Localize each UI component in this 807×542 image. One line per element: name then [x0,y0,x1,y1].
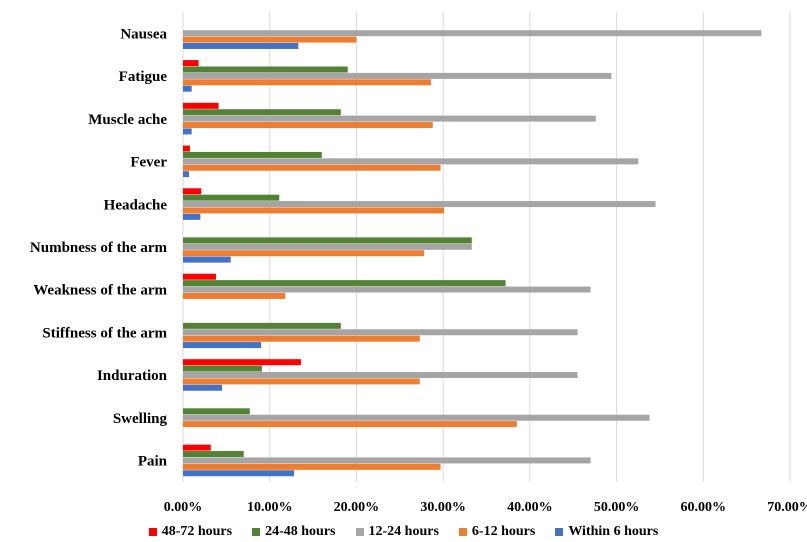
bar-6-12-hours [183,378,420,385]
bar-48-72-hours [183,145,190,152]
category-labels: Nausea Fatigue Muscle ache Fever Headache Num… [30,26,168,469]
bar-6-12-hours [183,463,441,470]
bar-6-12-hours [183,122,433,129]
category-label: Weakness of the arm [33,283,167,299]
bar-6-12-hours [183,207,445,214]
bar-12-24-hours [183,286,591,293]
legend-label: 24-48 hours [265,524,336,539]
bar-6-12-hours [183,250,425,257]
bar-6-12-hours [183,79,432,86]
bars [183,30,762,477]
bar-within-6-hours [183,171,190,178]
bar-12-24-hours [183,457,591,464]
x-tick-label: 10.00% [247,500,293,515]
legend-item: 48-72 hours [148,524,233,540]
legend-label: Within 6 hours [568,524,659,539]
legend-swatch [555,528,564,536]
bar-24-48-hours [183,280,506,287]
bar-12-24-hours [183,371,578,378]
legend-swatch [252,528,261,536]
bar-chart: Nausea Fatigue Muscle ache Fever Headache Num… [30,12,807,515]
category-label: Headache [104,197,168,213]
bar-48-72-hours [183,359,301,366]
bar-24-48-hours [183,237,472,244]
category-label: Pain [138,454,168,470]
legend-item: 12-24 hours [355,524,439,540]
category-label: Stiffness of the arm [42,325,167,341]
category-label: Induration [97,368,168,384]
category-label: Fatigue [119,69,168,85]
legend-item: 24-48 hours [252,524,336,540]
bar-12-24-hours [183,201,656,208]
bar-24-48-hours [183,109,341,116]
bar-within-6-hours [183,128,192,135]
bar-6-12-hours [183,421,517,428]
bar-12-24-hours [183,243,472,250]
bar-within-6-hours [183,256,231,263]
x-tick-label: 60.00% [681,500,727,515]
bar-6-12-hours [183,292,286,299]
bar-within-6-hours [183,342,262,349]
bar-12-24-hours [183,329,578,336]
bar-within-6-hours [183,213,201,220]
category-label: Fever [130,155,167,171]
legend-item: Within 6 hours [555,524,658,540]
bar-12-24-hours [183,158,639,165]
x-tick-labels: 0.00% 10.00% 20.00% 30.00% 40.00% 50.00% 60.00… [164,500,807,515]
bar-48-72-hours [183,188,202,195]
x-tick-label: 50.00% [594,500,640,515]
category-label: Numbness of the arm [30,240,168,256]
bar-6-12-hours [183,36,357,43]
legend-label: 6-12 hours [471,524,536,539]
bar-within-6-hours [183,85,192,92]
category-label: Muscle ache [88,112,167,128]
bar-24-48-hours [183,365,262,372]
bar-12-24-hours [183,72,612,79]
bar-12-24-hours [183,30,762,37]
bar-48-72-hours [183,60,199,67]
category-label: Swelling [113,411,168,427]
bar-24-48-hours [183,194,280,201]
bar-24-48-hours [183,322,341,329]
bar-24-48-hours [183,66,348,73]
x-tick-label: 70.00% [767,500,807,515]
legend-swatch [148,528,157,536]
bar-48-72-hours [183,444,211,451]
bar-12-24-hours [183,414,650,421]
bar-within-6-hours [183,470,294,477]
bar-within-6-hours [183,42,299,49]
bar-24-48-hours [183,451,244,458]
legend-swatch [355,528,364,536]
x-tick-label: 20.00% [334,500,380,515]
bar-24-48-hours [183,151,322,158]
legend-label: 48-72 hours [161,524,233,539]
x-tick-label: 30.00% [420,500,466,515]
legend-item: 6-12 hours [458,524,536,540]
bar-12-24-hours [183,115,596,122]
bar-48-72-hours [183,273,216,280]
legend-swatch [458,528,467,536]
bar-6-12-hours [183,335,420,342]
x-tick-label: 40.00% [507,500,553,515]
category-label: Nausea [120,26,167,42]
legend: 48-72 hours 24-48 hours 12-24 hours 6-12 ho… [0,522,807,542]
bar-48-72-hours [183,102,219,109]
legend-label: 12-24 hours [368,524,439,539]
x-tick-label: 0.00% [164,500,203,515]
bar-24-48-hours [183,408,250,415]
bar-within-6-hours [183,384,223,391]
bar-6-12-hours [183,164,441,171]
